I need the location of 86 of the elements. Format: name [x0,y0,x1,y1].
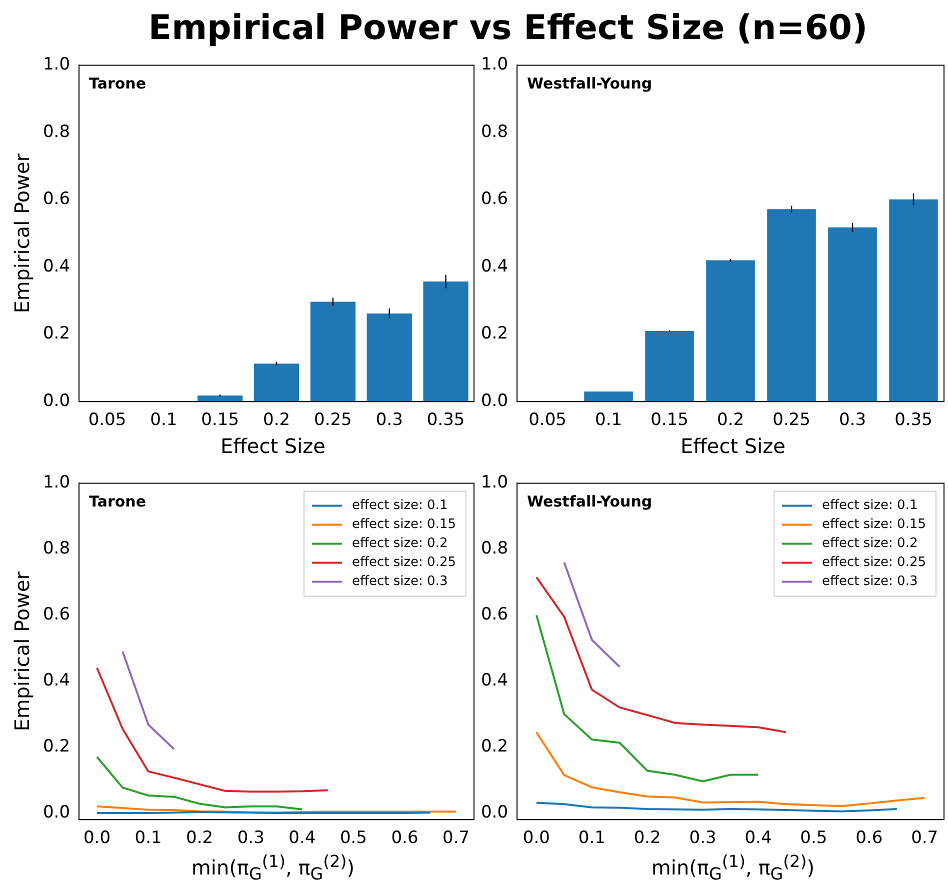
y-tick-label: 1.0 [480,54,508,75]
x-tick-label: 0.5 [800,828,828,848]
x-tick-label: 0.6 [856,828,883,848]
bar [584,392,633,402]
y-tick-label: 0.2 [480,324,508,344]
legend-label: effect size: 0.1 [822,498,918,514]
x-tick-label: 0.5 [340,828,367,848]
x-tick-label: 0.2 [186,828,214,848]
x-tick-label: 0.3 [376,410,403,430]
y-tick-label: 0.0 [42,391,70,412]
x-axis-title: Effect Size [220,434,326,460]
y-tick-label: 0.0 [480,391,508,412]
chart-title: Empirical Power vs Effect Size (n=60) [147,8,869,50]
annotation: Tarone [89,74,146,93]
x-axis-title: Effect Size [680,434,786,460]
bar [889,199,938,402]
x-tick-label: 0.35 [894,410,932,430]
y-tick-label: 0.2 [480,736,508,756]
annotation: Westfall-Young [527,492,652,511]
x-tick-label: 0.1 [595,410,622,430]
y-tick-label: 0.2 [42,736,70,756]
x-tick-label: 0.1 [150,410,178,430]
x-tick-label: 0.3 [689,828,716,848]
x-tick-label: 0.25 [314,410,352,430]
x-tick-label: 0.6 [391,828,418,848]
x-tick-label: 0.7 [911,828,938,848]
legend-label: effect size: 0.25 [352,555,456,570]
y-tick-label: 0.4 [480,670,508,691]
x-tick-label: 0.4 [744,828,772,848]
y-tick-label: 0.6 [42,604,70,625]
bar [310,302,356,402]
x-tick-label: 0.15 [650,410,688,430]
x-tick-label: 0.35 [426,410,465,430]
bar [645,330,694,402]
legend-label: effect size: 0.25 [822,555,926,570]
x-tick-label: 0.05 [528,410,566,430]
y-tick-label: 0.8 [42,538,70,559]
bar [706,260,755,402]
y-axis-title: Empirical Power [10,570,34,732]
y-tick-label: 0.0 [42,802,70,822]
legend-label: effect size: 0.2 [352,536,448,552]
bar [366,313,412,402]
x-tick-label: 0.1 [134,828,162,848]
x-tick-label: 0.4 [288,828,316,848]
y-tick-label: 0.4 [480,256,508,276]
y-tick-label: 1.0 [42,54,70,75]
x-axis-title: min(π$_{G}$$^{(1)}$, π$_{G}$$^{(2)}$) [650,852,816,884]
x-axis-title: min(π$_{G}$$^{(1)}$, π$_{G}$$^{(2)}$) [190,852,356,884]
y-tick-label: 0.2 [42,324,70,344]
y-tick-label: 0.4 [42,670,70,691]
bar [423,282,468,402]
legend-label: effect size: 0.15 [822,517,926,532]
y-tick-label: 0.6 [480,189,508,210]
bar [254,364,300,402]
y-tick-label: 0.8 [480,122,508,142]
y-tick-label: 0.8 [42,122,70,142]
legend-label: effect size: 0.3 [352,574,448,590]
bar [767,209,816,402]
legend-label: effect size: 0.2 [822,536,918,552]
x-tick-label: 0.2 [634,828,661,848]
y-axis-title: Empirical Power [10,152,34,314]
y-tick-label: 0.8 [480,538,508,559]
y-tick-label: 0.4 [42,256,70,276]
x-tick-label: 0.15 [201,410,240,430]
x-tick-label: 0.3 [838,410,866,430]
legend-label: effect size: 0.3 [822,574,918,590]
x-tick-label: 0.7 [442,828,470,848]
bar [198,396,243,402]
x-tick-label: 0.05 [88,410,126,430]
y-tick-label: 0.0 [480,802,508,822]
y-tick-label: 1.0 [480,472,508,493]
x-tick-label: 0.3 [237,828,264,848]
annotation: Tarone [89,492,146,511]
annotation: Westfall-Young [527,74,652,93]
y-tick-label: 0.6 [42,189,70,210]
x-tick-label: 0.2 [716,410,744,430]
y-tick-label: 0.6 [480,604,508,625]
y-tick-label: 1.0 [42,472,70,493]
x-tick-label: 0.1 [578,828,606,848]
x-tick-label: 0.25 [772,410,810,430]
x-tick-label: 0.2 [262,410,290,430]
legend-label: effect size: 0.1 [352,498,448,514]
x-tick-label: 0.0 [522,828,550,848]
x-tick-label: 0.0 [83,828,111,848]
bar [828,227,877,402]
legend-label: effect size: 0.15 [352,517,456,532]
